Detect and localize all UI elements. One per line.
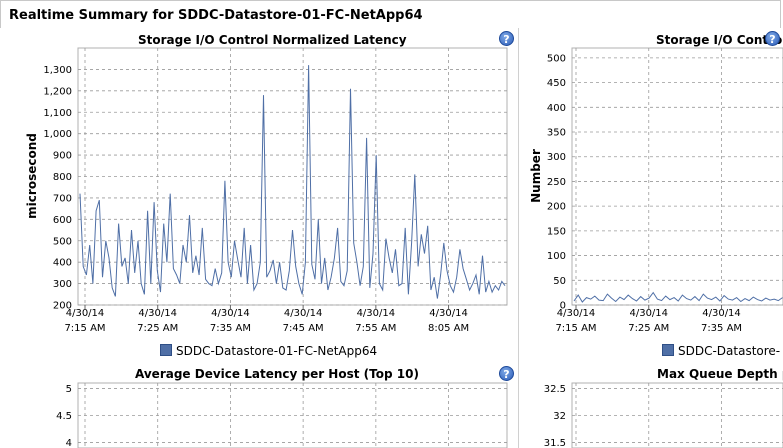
help-question-icon[interactable]: ?: [499, 31, 514, 46]
x-tick-date: 4/30/14: [138, 308, 177, 319]
y-tick-label: 1,100: [43, 108, 72, 119]
legend-label: SDDC-Datastore-: [678, 344, 781, 358]
y-tick-label: 700: [53, 193, 72, 204]
chart-title-sioc-right: Storage I/O Control: [656, 33, 783, 47]
y-tick-label: 4: [66, 438, 72, 448]
plot-frame: [571, 47, 783, 306]
y-tick-label: 350: [547, 128, 566, 139]
y-tick-label: 32.5: [544, 384, 566, 395]
x-tick-date: 4/30/14: [284, 308, 323, 319]
x-tick-time: 7:45 AM: [283, 323, 324, 334]
y-tick-label: 400: [53, 258, 72, 269]
legend-swatch: [662, 344, 674, 356]
legend-right[interactable]: SDDC-Datastore-: [662, 344, 780, 358]
y-tick-label: 500: [547, 53, 566, 64]
legend-swatch: [160, 344, 172, 356]
y-tick-label: 800: [53, 172, 72, 183]
help-question-icon[interactable]: ?: [499, 366, 514, 381]
plot-frame: [77, 382, 508, 448]
y-tick-label: 1,000: [43, 129, 72, 140]
x-tick-time: 7:15 AM: [555, 323, 596, 334]
y-tick-label: 200: [547, 202, 566, 213]
series-line: [79, 65, 506, 299]
y-tick-label: 31.5: [544, 438, 566, 448]
x-tick-time: 7:25 AM: [628, 323, 669, 334]
y-tick-label: 300: [547, 152, 566, 163]
y-tick-label: 150: [547, 226, 566, 237]
y-tick-label: 32: [553, 411, 566, 422]
y-tick-label: 0: [560, 301, 566, 312]
legend-left[interactable]: SDDC-Datastore-01-FC-NetApp64: [160, 344, 377, 358]
y-tick-label: 300: [53, 279, 72, 290]
page-title: Realtime Summary for SDDC-Datastore-01-F…: [9, 8, 423, 23]
plot-frame: [77, 47, 508, 306]
y-tick-label: 50: [553, 276, 566, 287]
y-tick-label: 250: [547, 177, 566, 188]
help-question-icon[interactable]: ?: [765, 31, 780, 46]
page-header: Realtime Summary for SDDC-Datastore-01-F…: [0, 0, 781, 28]
y-tick-label: 500: [53, 236, 72, 247]
y-tick-label: 5: [66, 384, 72, 395]
x-tick-time: 7:35 AM: [210, 323, 251, 334]
y-tick-label: 1,200: [43, 86, 72, 97]
x-tick-date: 4/30/14: [702, 308, 741, 319]
x-tick-date: 4/30/14: [357, 308, 396, 319]
chart-3: 31.5 32 32.5: [544, 382, 783, 448]
chart-1: 0 50 100 150 200 250 300 350 400 450 500 4/30/14 7:1…: [529, 47, 783, 334]
chart-title-normalized-latency: Storage I/O Control Normalized Latency: [138, 33, 407, 47]
x-tick-time: 7:55 AM: [355, 323, 396, 334]
column-divider: [518, 28, 519, 448]
y-tick-label: 450: [547, 78, 566, 89]
x-tick-date: 4/30/14: [211, 308, 250, 319]
y-tick-label: 4.5: [56, 411, 72, 422]
chart-title-max-queue-depth: Max Queue Depth pe: [657, 367, 783, 381]
y-tick-label: 100: [547, 251, 566, 262]
chart-2: 44.55: [56, 382, 508, 448]
x-tick-time: 7:15 AM: [64, 323, 105, 334]
series-line: [573, 291, 783, 303]
x-tick-date: 4/30/14: [557, 308, 596, 319]
y-tick-label: 900: [53, 151, 72, 162]
y-tick-label: 600: [53, 215, 72, 226]
x-tick-date: 4/30/14: [66, 308, 105, 319]
y-tick-label: 1,300: [43, 65, 72, 76]
chart-0: 200 300 400 500 600 700 800 900 1,000 1,100 1,200 1…: [25, 47, 508, 334]
chart-title-avg-device-latency: Average Device Latency per Host (Top 10): [135, 367, 419, 381]
y-tick-label: 200: [53, 301, 72, 312]
y-axis-label: microsecond: [25, 133, 39, 219]
x-tick-date: 4/30/14: [629, 308, 668, 319]
legend-label: SDDC-Datastore-01-FC-NetApp64: [176, 344, 378, 358]
y-tick-label: 400: [547, 103, 566, 114]
x-tick-date: 4/30/14: [429, 308, 468, 319]
x-tick-time: 8:05 AM: [428, 323, 469, 334]
y-axis-label: Number: [529, 149, 543, 203]
x-tick-time: 7:25 AM: [137, 323, 178, 334]
x-tick-time: 7:35 AM: [701, 323, 742, 334]
